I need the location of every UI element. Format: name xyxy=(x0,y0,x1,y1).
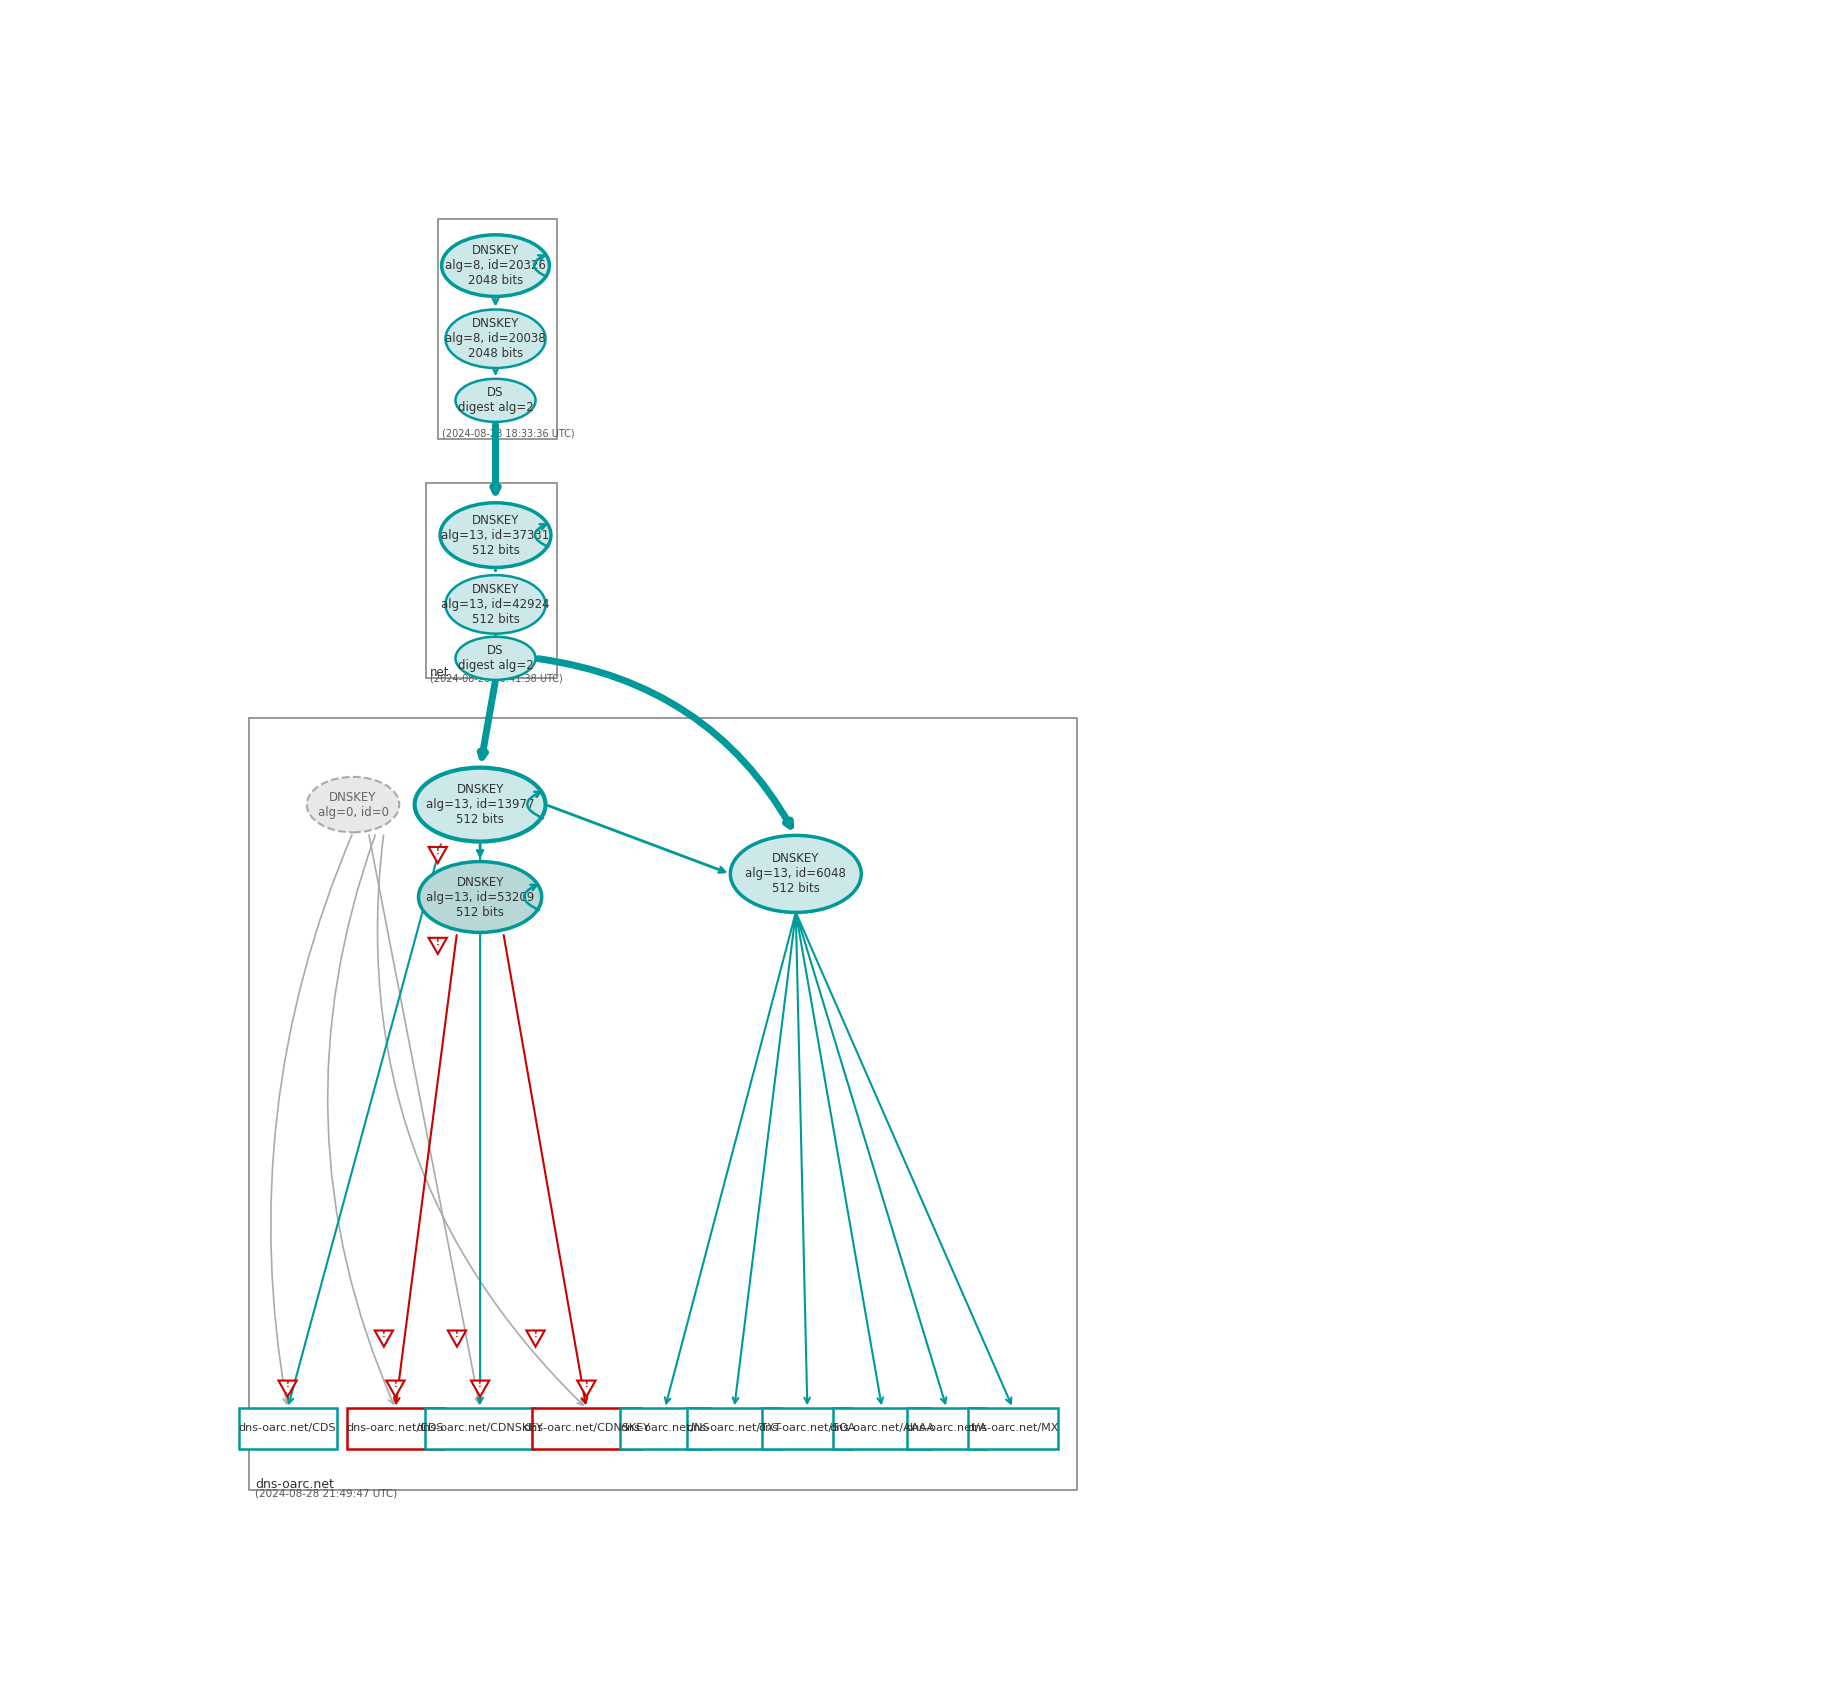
FancyBboxPatch shape xyxy=(762,1408,852,1448)
Ellipse shape xyxy=(418,862,542,932)
Text: !: ! xyxy=(286,1380,289,1389)
Text: dns-oarc.net/CDS: dns-oarc.net/CDS xyxy=(238,1423,337,1433)
Text: DNSKEY
alg=8, id=20326
2048 bits: DNSKEY alg=8, id=20326 2048 bits xyxy=(445,245,546,287)
Ellipse shape xyxy=(440,503,551,568)
Text: net: net xyxy=(431,666,449,678)
Text: !: ! xyxy=(394,1380,398,1389)
Text: (2024-08-28 21:49:47 UTC): (2024-08-28 21:49:47 UTC) xyxy=(255,1489,398,1498)
FancyBboxPatch shape xyxy=(907,1408,986,1448)
FancyBboxPatch shape xyxy=(834,1408,931,1448)
FancyBboxPatch shape xyxy=(427,483,557,678)
Text: (2024-08-28 18:33:36 UTC): (2024-08-28 18:33:36 UTC) xyxy=(442,428,573,439)
Text: DNSKEY
alg=13, id=37331
512 bits: DNSKEY alg=13, id=37331 512 bits xyxy=(442,513,550,556)
FancyBboxPatch shape xyxy=(531,1408,641,1448)
FancyBboxPatch shape xyxy=(249,719,1075,1489)
Ellipse shape xyxy=(454,379,535,422)
Text: DNSKEY
alg=13, id=6048
512 bits: DNSKEY alg=13, id=6048 512 bits xyxy=(746,852,846,896)
Ellipse shape xyxy=(306,777,399,833)
Ellipse shape xyxy=(445,309,546,367)
Polygon shape xyxy=(429,847,447,864)
Text: DNSKEY
alg=0, id=0: DNSKEY alg=0, id=0 xyxy=(317,790,388,819)
Ellipse shape xyxy=(445,575,546,634)
Polygon shape xyxy=(278,1380,297,1397)
Ellipse shape xyxy=(454,638,535,680)
Text: dns-oarc.net/SOA: dns-oarc.net/SOA xyxy=(758,1423,856,1433)
Text: dns-oarc.net/MX: dns-oarc.net/MX xyxy=(967,1423,1059,1433)
Text: DNSKEY
alg=8, id=20038
2048 bits: DNSKEY alg=8, id=20038 2048 bits xyxy=(445,318,546,360)
Polygon shape xyxy=(374,1331,392,1346)
Polygon shape xyxy=(526,1331,544,1346)
FancyBboxPatch shape xyxy=(619,1408,709,1448)
Text: !: ! xyxy=(436,938,440,947)
Ellipse shape xyxy=(729,835,861,913)
FancyBboxPatch shape xyxy=(687,1408,780,1448)
Polygon shape xyxy=(577,1380,595,1397)
Text: DS
digest alg=2: DS digest alg=2 xyxy=(458,386,533,415)
Ellipse shape xyxy=(442,235,550,296)
Text: dns-oarc.net: dns-oarc.net xyxy=(255,1479,333,1491)
Text: (2024-08-28 20:41:38 UTC): (2024-08-28 20:41:38 UTC) xyxy=(431,673,562,683)
Text: !: ! xyxy=(533,1331,537,1340)
Text: dns-oarc.net/CDNSKEY: dns-oarc.net/CDNSKEY xyxy=(416,1423,544,1433)
FancyBboxPatch shape xyxy=(346,1408,443,1448)
Text: DNSKEY
alg=13, id=42924
512 bits: DNSKEY alg=13, id=42924 512 bits xyxy=(442,583,550,626)
FancyBboxPatch shape xyxy=(238,1408,337,1448)
Text: DNSKEY
alg=13, id=53209
512 bits: DNSKEY alg=13, id=53209 512 bits xyxy=(425,876,533,918)
Text: dns-oarc.net/CDNSKEY: dns-oarc.net/CDNSKEY xyxy=(522,1423,650,1433)
Text: !: ! xyxy=(584,1380,588,1389)
Text: dns-oarc.net/A: dns-oarc.net/A xyxy=(905,1423,987,1433)
FancyBboxPatch shape xyxy=(967,1408,1057,1448)
Text: !: ! xyxy=(478,1380,482,1389)
Polygon shape xyxy=(471,1380,489,1397)
Polygon shape xyxy=(429,938,447,954)
Text: !: ! xyxy=(381,1331,385,1340)
Text: dns-oarc.net/TXT: dns-oarc.net/TXT xyxy=(687,1423,780,1433)
Text: dns-oarc.net/NS: dns-oarc.net/NS xyxy=(619,1423,709,1433)
Text: dns-oarc.net/CDS: dns-oarc.net/CDS xyxy=(346,1423,443,1433)
Text: !: ! xyxy=(454,1331,458,1340)
Text: !: ! xyxy=(436,847,440,855)
Polygon shape xyxy=(387,1380,405,1397)
FancyBboxPatch shape xyxy=(438,219,557,439)
Text: dns-oarc.net/AAAA: dns-oarc.net/AAAA xyxy=(828,1423,934,1433)
Polygon shape xyxy=(447,1331,465,1346)
Ellipse shape xyxy=(414,768,546,842)
FancyBboxPatch shape xyxy=(425,1408,535,1448)
Text: DS
digest alg=2: DS digest alg=2 xyxy=(458,644,533,672)
Text: DNSKEY
alg=13, id=13977
512 bits: DNSKEY alg=13, id=13977 512 bits xyxy=(425,784,535,826)
